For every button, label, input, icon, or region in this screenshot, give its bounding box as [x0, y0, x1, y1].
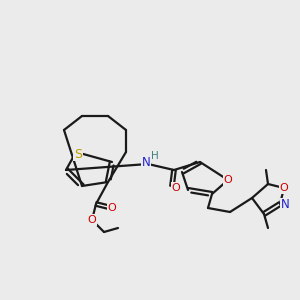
Text: H: H: [151, 151, 159, 161]
Text: O: O: [172, 183, 180, 193]
Text: O: O: [108, 203, 116, 213]
Text: N: N: [280, 199, 290, 212]
Text: O: O: [280, 183, 288, 193]
Text: S: S: [74, 148, 82, 160]
Text: N: N: [142, 157, 150, 169]
Text: O: O: [224, 175, 232, 185]
Text: O: O: [88, 215, 96, 225]
